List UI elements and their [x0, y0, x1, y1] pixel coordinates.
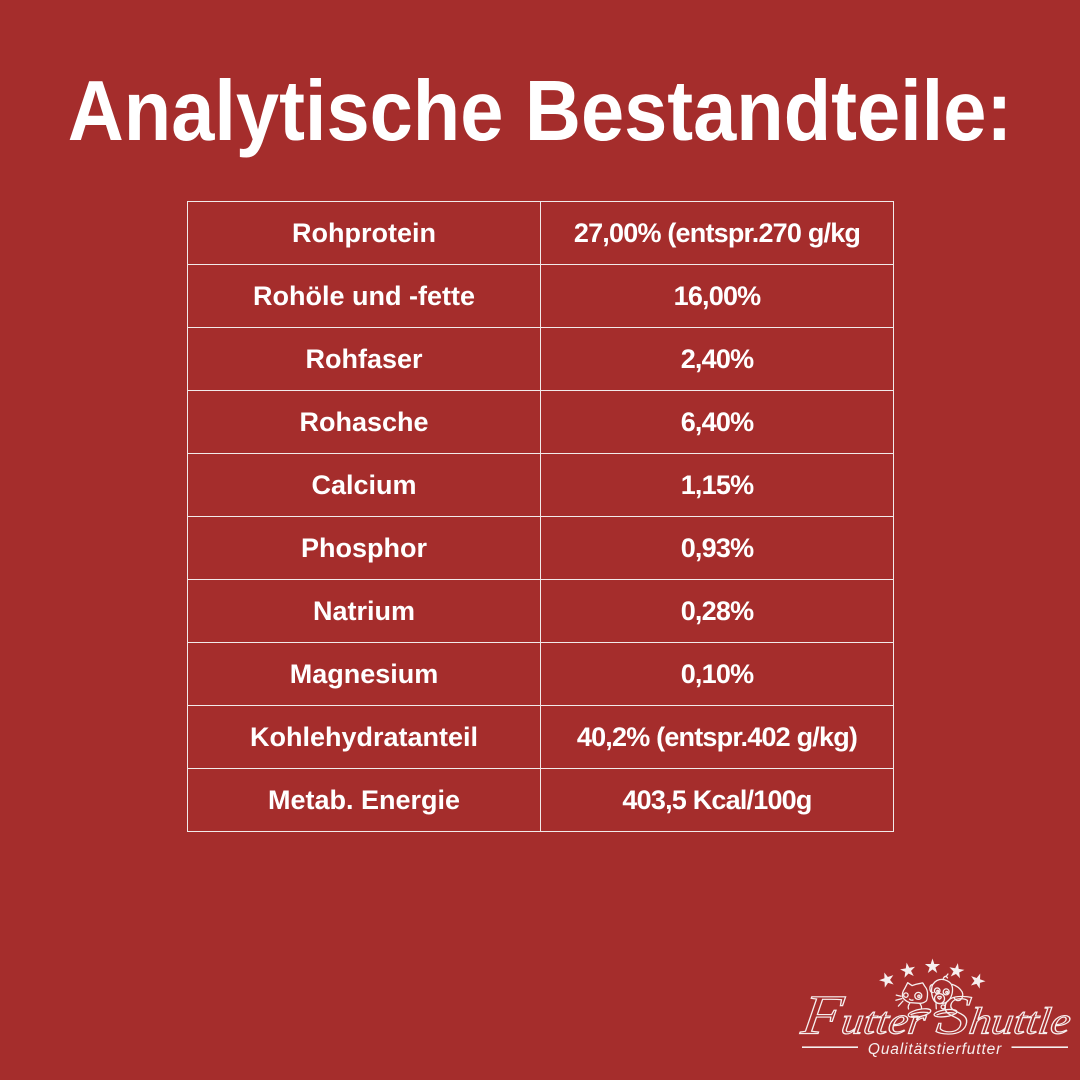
svg-text:Qualitätstierfutter: Qualitätstierfutter — [868, 1041, 1002, 1058]
